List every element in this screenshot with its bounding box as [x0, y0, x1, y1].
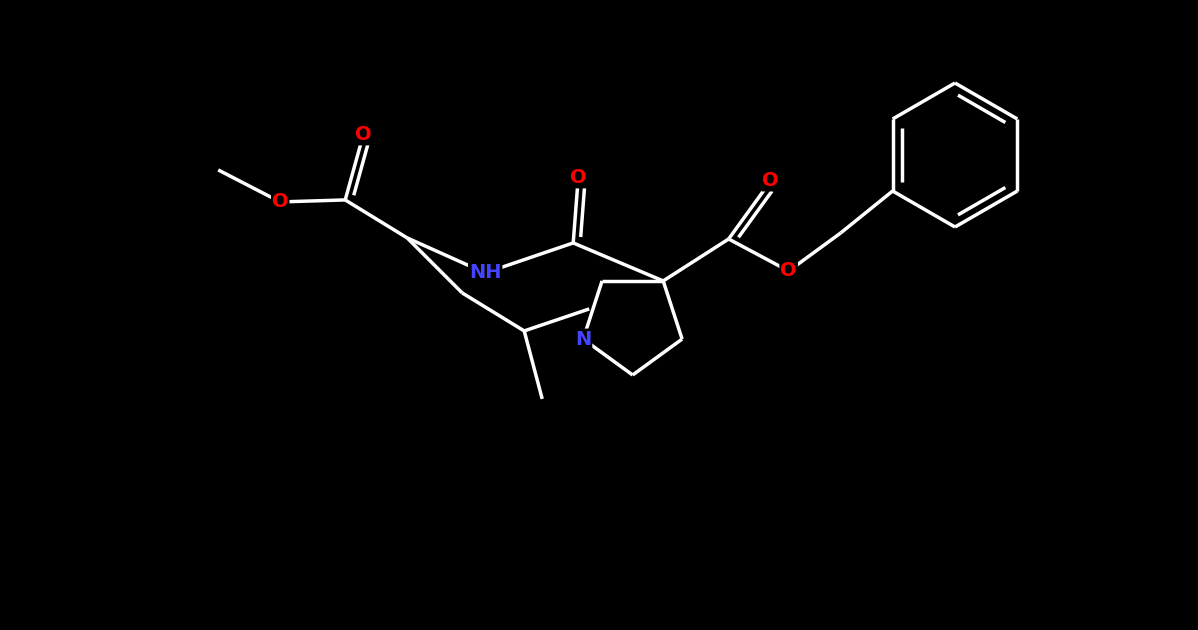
Text: O: O	[570, 168, 587, 188]
Text: O: O	[780, 261, 797, 280]
Text: NH: NH	[468, 263, 502, 282]
Text: O: O	[272, 192, 289, 212]
Text: N: N	[575, 329, 592, 348]
Text: O: O	[762, 171, 779, 190]
Text: O: O	[355, 125, 371, 144]
